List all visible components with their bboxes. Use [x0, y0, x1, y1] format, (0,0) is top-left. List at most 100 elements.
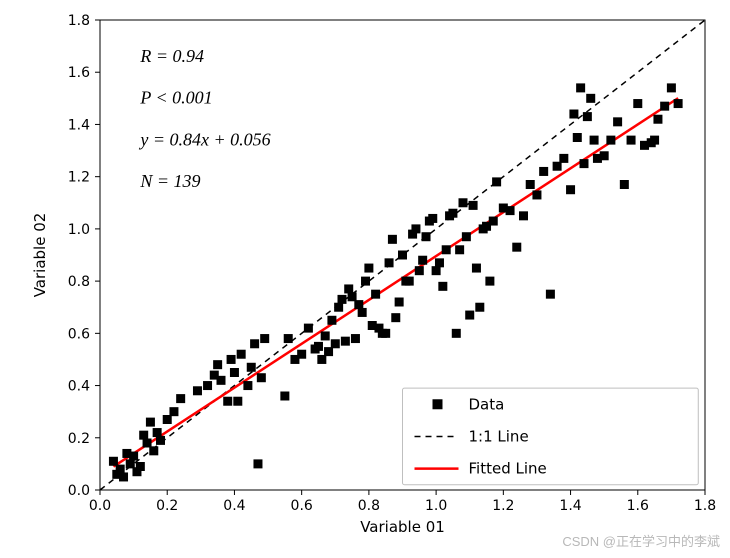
data-point: [492, 177, 501, 186]
data-point: [348, 292, 357, 301]
data-point: [146, 418, 155, 427]
data-point: [405, 277, 414, 286]
data-point: [606, 136, 615, 145]
data-point: [428, 214, 437, 223]
data-point: [233, 397, 242, 406]
y-tick-label: 1.8: [68, 13, 90, 29]
x-tick-label: 1.2: [492, 498, 514, 514]
data-point: [627, 136, 636, 145]
y-tick-label: 1.4: [68, 117, 90, 133]
data-point: [452, 329, 461, 338]
data-point: [422, 232, 431, 241]
x-tick-label: 0.4: [223, 498, 245, 514]
data-point: [149, 446, 158, 455]
data-point: [361, 277, 370, 286]
x-tick-label: 1.4: [559, 498, 581, 514]
data-point: [371, 290, 380, 299]
data-point: [116, 465, 125, 474]
data-point: [388, 235, 397, 244]
data-point: [351, 334, 360, 343]
stat-annotation: N = 139: [139, 171, 200, 191]
x-tick-label: 0.2: [156, 498, 178, 514]
x-tick-label: 1.8: [694, 498, 716, 514]
data-point: [247, 363, 256, 372]
data-point: [334, 303, 343, 312]
data-point: [230, 368, 239, 377]
legend-label: Fitted Line: [469, 460, 547, 478]
y-tick-label: 0.8: [68, 274, 90, 290]
data-point: [257, 373, 266, 382]
data-point: [438, 282, 447, 291]
x-tick-label: 1.0: [425, 498, 447, 514]
data-point: [193, 386, 202, 395]
data-point: [432, 266, 441, 275]
data-point: [250, 339, 259, 348]
x-tick-label: 0.0: [89, 498, 111, 514]
stat-annotation: R = 0.94: [139, 46, 204, 66]
legend-marker-icon: [433, 399, 443, 409]
data-point: [338, 295, 347, 304]
stat-annotation: P < 0.001: [139, 88, 212, 108]
data-point: [620, 180, 629, 189]
data-point: [280, 392, 289, 401]
data-point: [613, 117, 622, 126]
legend-label: Data: [469, 395, 505, 413]
data-point: [317, 355, 326, 364]
data-point: [576, 83, 585, 92]
y-tick-label: 0.0: [68, 483, 90, 499]
data-point: [580, 159, 589, 168]
data-point: [324, 347, 333, 356]
x-tick-label: 1.6: [627, 498, 649, 514]
data-point: [213, 360, 222, 369]
data-point: [341, 337, 350, 346]
figure-container: 0.00.20.40.60.81.01.21.41.61.80.00.20.40…: [0, 0, 730, 554]
x-tick-label: 0.6: [291, 498, 313, 514]
data-point: [126, 459, 135, 468]
data-point: [143, 439, 152, 448]
legend-label: 1:1 Line: [469, 427, 529, 445]
data-point: [237, 350, 246, 359]
data-point: [519, 211, 528, 220]
data-point: [223, 397, 232, 406]
data-point: [284, 334, 293, 343]
data-point: [395, 298, 404, 307]
data-point: [109, 457, 118, 466]
data-point: [539, 167, 548, 176]
y-axis-label: Variable 02: [31, 213, 49, 298]
data-point: [153, 428, 162, 437]
data-point: [586, 94, 595, 103]
data-point: [506, 206, 515, 215]
y-tick-label: 1.6: [68, 65, 90, 81]
data-point: [331, 339, 340, 348]
data-point: [398, 251, 407, 260]
data-point: [590, 136, 599, 145]
data-point: [465, 311, 474, 320]
data-point: [667, 83, 676, 92]
data-point: [415, 266, 424, 275]
data-point: [583, 112, 592, 121]
y-tick-label: 1.0: [68, 222, 90, 238]
data-point: [485, 277, 494, 286]
scatter-plot: 0.00.20.40.60.81.01.21.41.61.80.00.20.40…: [0, 0, 730, 554]
data-point: [469, 201, 478, 210]
data-point: [358, 308, 367, 317]
y-tick-label: 0.2: [68, 431, 90, 447]
data-point: [156, 436, 165, 445]
data-point: [489, 217, 498, 226]
data-point: [553, 162, 562, 171]
data-point: [344, 284, 353, 293]
watermark-text: CSDN @正在学习中的李斌: [562, 531, 720, 550]
data-point: [475, 303, 484, 312]
y-tick-label: 1.2: [68, 170, 90, 186]
data-point: [546, 290, 555, 299]
data-point: [653, 115, 662, 124]
y-tick-label: 0.4: [68, 379, 90, 395]
data-point: [435, 258, 444, 267]
data-point: [448, 209, 457, 218]
data-point: [129, 452, 138, 461]
data-point: [472, 264, 481, 273]
data-point: [660, 102, 669, 111]
data-point: [119, 472, 128, 481]
data-point: [203, 381, 212, 390]
data-point: [253, 459, 262, 468]
